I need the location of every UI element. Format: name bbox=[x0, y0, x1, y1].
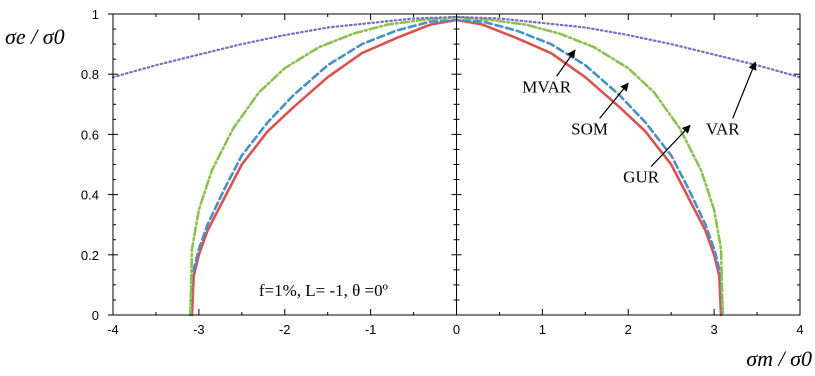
annotation-arrow bbox=[732, 61, 757, 119]
series-var-line bbox=[111, 15, 802, 79]
annotation-label: MVAR bbox=[522, 77, 571, 96]
x-tick-label: 0 bbox=[453, 322, 460, 337]
x-axis-title: σm / σ0 bbox=[746, 346, 812, 371]
y-tick-label: 0.8 bbox=[81, 67, 99, 82]
annotation-label: GUR bbox=[623, 168, 660, 187]
y-tick-label: 0 bbox=[92, 308, 99, 323]
x-tick-label: 2 bbox=[625, 322, 632, 337]
annotation-arrow bbox=[599, 82, 629, 119]
parameters-text: f=1%, L= -1, θ =0º bbox=[259, 281, 388, 300]
y-tick-label: 1 bbox=[92, 7, 99, 22]
y-tick-label: 0.2 bbox=[81, 248, 99, 263]
x-tick-label: -1 bbox=[365, 322, 377, 337]
annotations-layer: MVAR SOM GUR VAR bbox=[522, 49, 757, 187]
annotation-label: VAR bbox=[706, 119, 740, 138]
x-tick-label: 1 bbox=[539, 322, 546, 337]
y-axis-title: σe / σ0 bbox=[5, 24, 65, 49]
x-tick-label: 3 bbox=[711, 322, 718, 337]
x-tick-label: -4 bbox=[107, 322, 119, 337]
ticks-layer: -4 -3 -2 -1 0 1 2 3 4 0 0.2 0.4 0.6 0.8 1 bbox=[81, 7, 804, 337]
x-tick-label: -2 bbox=[279, 322, 291, 337]
annotation-arrow bbox=[650, 124, 691, 167]
annotation-arrow bbox=[556, 49, 576, 77]
annotation-label: SOM bbox=[571, 119, 608, 138]
x-tick-label: -3 bbox=[193, 322, 205, 337]
y-tick-label: 0.4 bbox=[81, 188, 99, 203]
x-tick-label: 4 bbox=[796, 322, 803, 337]
y-tick-label: 0.6 bbox=[81, 127, 99, 142]
